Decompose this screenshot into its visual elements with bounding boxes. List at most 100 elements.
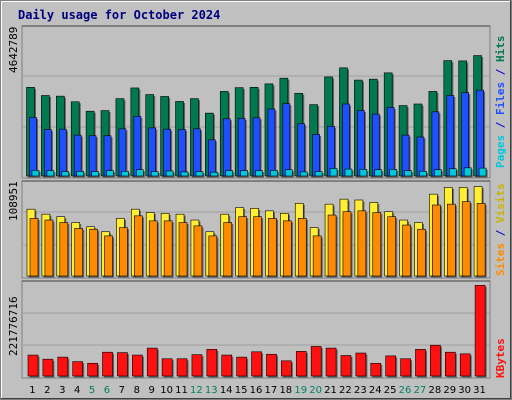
day-tick-label: 14 [220,385,233,396]
pages-bar [434,169,442,177]
pages-bar [255,170,263,177]
day-tick-label: 20 [309,385,322,396]
kbytes-bar [221,354,233,377]
sites-bar [283,220,292,277]
kbytes-bar [459,353,471,377]
kbytes-bar [266,353,277,377]
sites-bar [476,203,486,277]
kbytes-bar [176,358,188,377]
pages-bar [314,171,323,177]
files-bar [357,110,365,177]
pages-bar [389,169,397,177]
day-tick-label: 26 [399,385,412,396]
day-tick-label: 1 [29,385,35,396]
kbytes-bar [385,355,396,377]
pages-bar [106,170,114,177]
files-bar [118,128,127,177]
pages-bar [404,170,412,177]
sites-bar [104,235,113,277]
files-bar [371,113,380,177]
files-bar [401,134,410,177]
files-bar [446,95,455,177]
files-bar [386,107,395,177]
kbytes-bar [325,347,337,377]
day-tick-label: 21 [324,385,337,396]
sites-bar [163,220,173,277]
pages-bar [121,170,129,177]
files-bar [222,118,231,177]
day-tick-label: 9 [148,385,154,396]
kbytes-bar [430,344,441,377]
kbytes-bar [415,349,426,377]
day-tick-label: 18 [279,385,292,396]
kbytes-bar [102,351,113,377]
day-tick-label: 25 [384,385,397,396]
pages-bar [463,167,472,177]
day-tick-label: 19 [294,385,307,396]
files-bar [237,118,246,177]
pages-bar [210,171,219,177]
kbytes-bar [72,361,84,377]
pages-bar [419,170,427,177]
sites-bar [461,201,471,277]
pages-bar [448,168,457,177]
kbytes-bar [132,354,143,377]
pages-bar [344,168,353,177]
sites-bar [208,235,218,277]
sites-bar [268,218,277,277]
sites-bar [29,218,39,277]
sites-bar [446,203,456,277]
pages-bar [76,170,85,177]
pages-bar [136,169,144,177]
kbytes-bar [146,347,158,377]
sites-bar [193,225,203,277]
files-bar [297,123,306,177]
kbytes-bar [281,360,292,377]
pages-bar [329,168,338,177]
day-tick-label: 6 [104,385,110,396]
pages-bar [374,169,383,177]
sites-bar [357,210,367,277]
sites-bar [119,227,128,277]
day-tick-label: 24 [369,385,382,396]
pages-bar [165,170,174,177]
sites-bar [312,235,322,277]
kbytes-bar [57,356,69,377]
files-bar [193,128,201,177]
kbytes-bar [87,362,98,377]
pages-bar [359,169,368,177]
files-bar [282,103,291,177]
day-tick-label: 23 [354,385,367,396]
sites-bar [327,214,337,277]
pages-bar [91,171,99,177]
day-tick-label: 11 [175,385,188,396]
kbytes-bar [444,351,456,377]
files-bar [59,128,67,177]
day-tick-label: 28 [428,385,441,396]
files-bar [88,135,97,177]
files-bar [342,103,350,177]
pages-bar [31,170,40,177]
pages-bar [478,167,487,177]
kbytes-bar [27,354,39,377]
sites-bar [74,228,84,277]
pages-bar [46,170,55,177]
kbytes-bar [295,351,307,377]
files-bar [148,127,157,177]
files-bar [461,92,469,177]
day-tick-label: 8 [134,385,140,396]
sites-bar [134,215,143,277]
kbytes-bar [161,358,173,377]
files-bar [208,139,216,177]
day-tick-label: 5 [89,385,95,396]
day-tick-label: 13 [205,385,218,396]
sites-bar [372,212,382,277]
kbytes-bar [370,362,382,377]
day-tick-label: 2 [44,385,50,396]
sites-bar [342,211,352,277]
kbytes-bar [206,349,218,377]
files-bar [29,117,37,177]
files-bar [178,129,186,177]
pages-bar [240,170,248,177]
